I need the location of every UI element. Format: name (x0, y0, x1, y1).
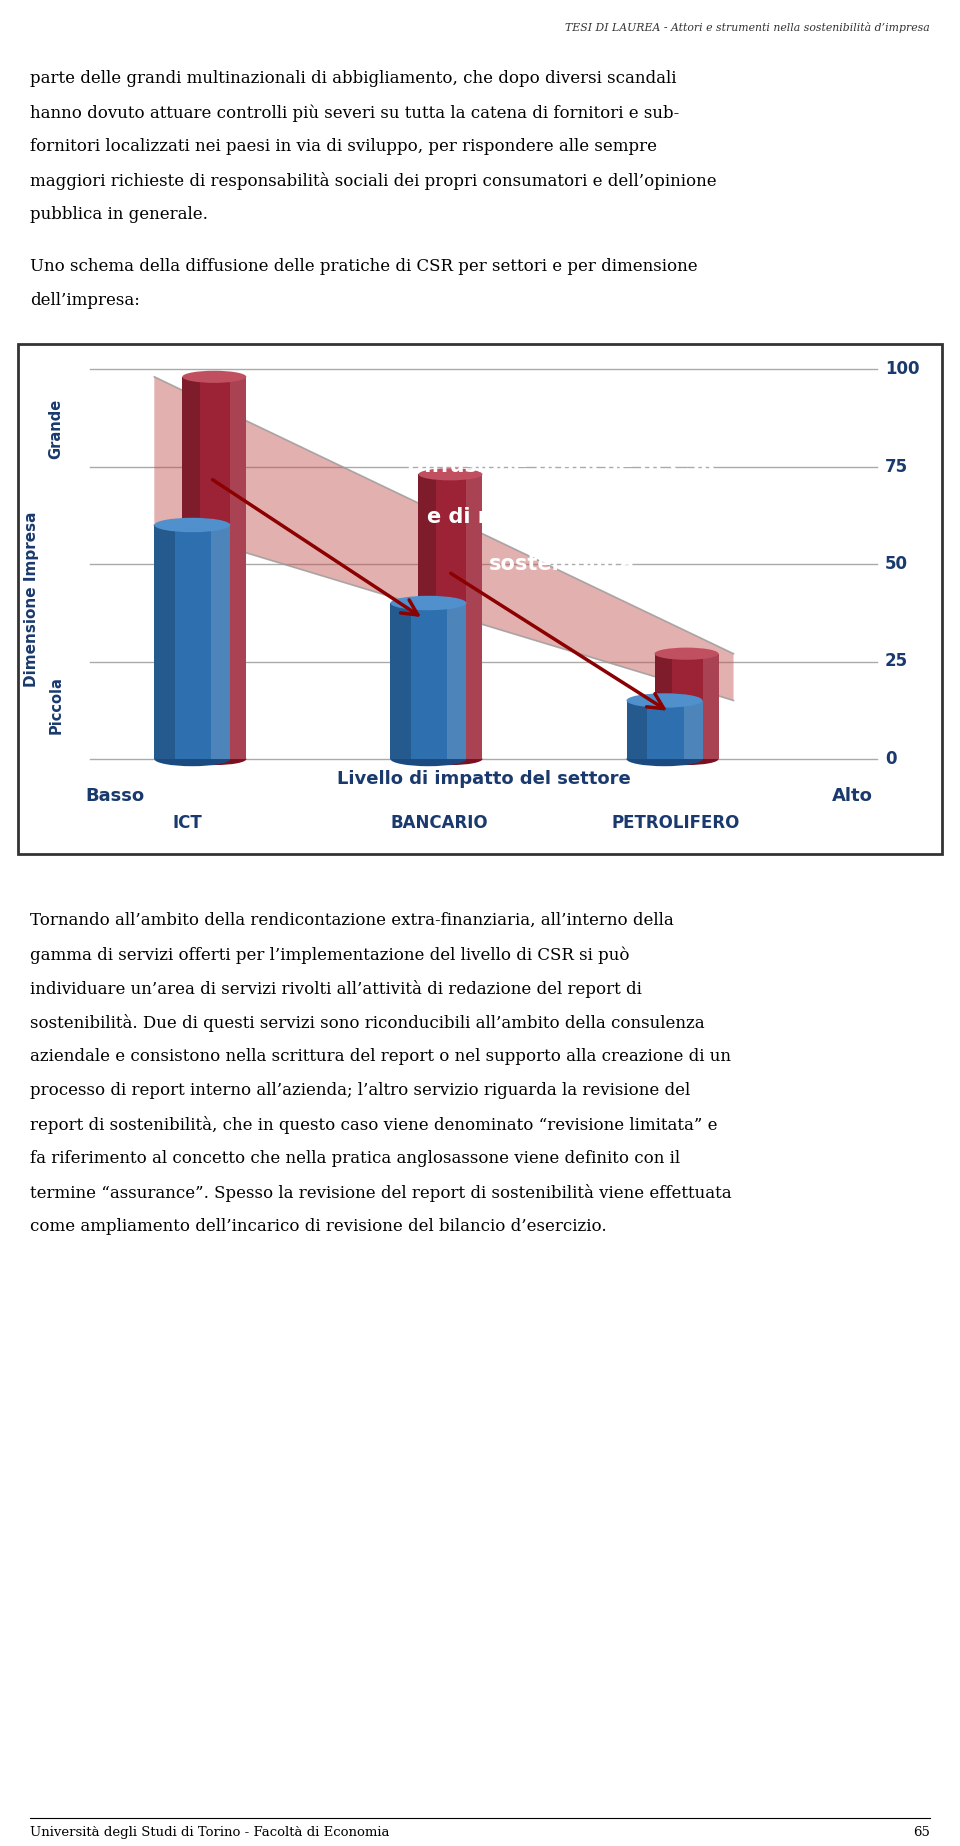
Ellipse shape (655, 648, 718, 659)
Bar (684, 700, 703, 759)
Text: termine “assurance”. Spesso la revisione del report di sostenibilità viene effet: termine “assurance”. Spesso la revisione… (30, 1183, 732, 1202)
Text: 65: 65 (913, 1826, 930, 1839)
Text: BANCARIO: BANCARIO (391, 814, 489, 833)
Text: report di sostenibilità, che in questo caso viene denominato “revisione limitata: report di sostenibilità, che in questo c… (30, 1117, 717, 1133)
Ellipse shape (391, 751, 467, 766)
Text: processo di report interno all’azienda; l’altro servizio riguarda la revisione d: processo di report interno all’azienda; … (30, 1082, 690, 1098)
Text: pubblica in generale.: pubblica in generale. (30, 207, 208, 223)
Ellipse shape (391, 596, 467, 611)
Text: fa riferimento al concetto che nella pratica anglosassone viene definito con il: fa riferimento al concetto che nella pra… (30, 1150, 680, 1167)
Text: Livello di impatto del settore: Livello di impatto del settore (337, 770, 631, 788)
Text: sostenibilità. Due di questi servizi sono riconducibili all’ambito della consule: sostenibilità. Due di questi servizi son… (30, 1013, 705, 1032)
Text: Piccola: Piccola (49, 676, 63, 735)
Bar (155, 524, 176, 759)
Ellipse shape (627, 694, 703, 707)
Bar (467, 474, 483, 759)
Ellipse shape (627, 751, 703, 766)
Bar (155, 524, 230, 759)
Ellipse shape (419, 469, 483, 480)
Ellipse shape (155, 517, 230, 532)
Text: fornitori localizzati nei paesi in via di sviluppo, per rispondere alle sempre: fornitori localizzati nei paesi in via d… (30, 138, 657, 155)
Text: Università degli Studi di Torino - Facoltà di Economia: Università degli Studi di Torino - Facol… (30, 1826, 390, 1839)
Bar (447, 604, 467, 759)
Bar (391, 604, 467, 759)
Text: 0: 0 (885, 749, 897, 768)
Text: Dimensione Impresa: Dimensione Impresa (25, 511, 39, 687)
Bar (391, 604, 411, 759)
Bar (211, 524, 230, 759)
Text: parte delle grandi multinazionali di abbigliamento, che dopo diversi scandali: parte delle grandi multinazionali di abb… (30, 70, 677, 87)
Text: sostenibilità: sostenibilità (489, 554, 635, 574)
Text: Alto: Alto (831, 786, 873, 805)
Ellipse shape (155, 751, 230, 766)
Bar (182, 377, 200, 759)
Text: Uno schema della diffusione delle pratiche di CSR per settori e per dimensione: Uno schema della diffusione delle pratic… (30, 258, 698, 275)
Text: Tornando all’ambito della rendicontazione extra-finanziaria, all’interno della: Tornando all’ambito della rendicontazion… (30, 912, 674, 929)
Bar (655, 653, 718, 759)
Bar (419, 474, 483, 759)
Text: individuare un’area di servizi rivolti all’attività di redazione del report di: individuare un’area di servizi rivolti a… (30, 980, 642, 999)
Ellipse shape (655, 753, 718, 764)
Text: Grande: Grande (49, 399, 63, 460)
Text: PETROLIFERO: PETROLIFERO (612, 814, 740, 833)
Ellipse shape (419, 753, 483, 764)
Text: 50: 50 (885, 556, 908, 572)
Bar (655, 653, 672, 759)
Ellipse shape (182, 371, 247, 382)
Text: maggiori richieste di responsabilità sociali dei propri consumatori e dell’opini: maggiori richieste di responsabilità soc… (30, 172, 716, 190)
Bar (627, 700, 703, 759)
Text: gamma di servizi offerti per l’implementazione del livello di CSR si può: gamma di servizi offerti per l’implement… (30, 945, 630, 964)
Text: TESI DI LAUREA - Attori e strumenti nella sostenibilità d’impresa: TESI DI LAUREA - Attori e strumenti nell… (565, 22, 930, 33)
Text: 75: 75 (885, 458, 908, 476)
Text: 25: 25 (885, 652, 908, 670)
Text: come ampliamento dell’incarico di revisione del bilancio d’esercizio.: come ampliamento dell’incarico di revisi… (30, 1218, 607, 1235)
Text: ICT: ICT (173, 814, 203, 833)
Ellipse shape (182, 753, 247, 764)
Bar (703, 653, 718, 759)
Bar (18, 343, 942, 855)
Text: e di rendicontazione di: e di rendicontazione di (426, 508, 696, 528)
Text: aziendale e consistono nella scrittura del report o nel supporto alla creazione : aziendale e consistono nella scrittura d… (30, 1049, 731, 1065)
Text: Basso: Basso (85, 786, 145, 805)
Bar (230, 377, 247, 759)
Bar (419, 474, 436, 759)
Polygon shape (155, 377, 733, 700)
Bar (182, 377, 247, 759)
Text: 100: 100 (885, 360, 920, 378)
Text: dell’impresa:: dell’impresa: (30, 292, 140, 308)
Text: Diffusione pratiche di CSR: Diffusione pratiche di CSR (407, 456, 716, 476)
Text: hanno dovuto attuare controlli più severi su tutta la catena di fornitori e sub-: hanno dovuto attuare controlli più sever… (30, 103, 680, 122)
Bar (627, 700, 647, 759)
